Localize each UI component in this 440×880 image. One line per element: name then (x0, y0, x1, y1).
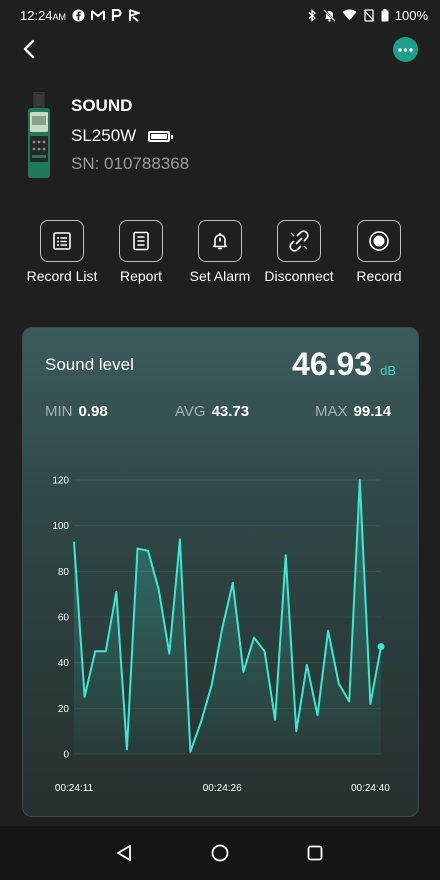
status-bar: 12:24AM 100% (0, 0, 440, 30)
list-icon (53, 232, 71, 250)
device-info: SOUND SL250W SN: 010788368 (22, 88, 422, 188)
action-icon-box (277, 220, 321, 262)
current-level-unit: dB (380, 363, 396, 378)
chart-x-tick-label: 00:24:11 (55, 783, 94, 794)
device-model: SL250W (71, 126, 137, 145)
stat-max-label: MAX (315, 403, 348, 420)
action-icon-box (198, 220, 242, 262)
record-button[interactable]: Record (339, 220, 419, 284)
nav-home-icon (211, 844, 229, 862)
chart-x-tick-label: 00:24:40 (351, 783, 390, 794)
device-battery-fill (151, 133, 168, 139)
device-name: SOUND (71, 96, 133, 115)
device-model-row: SL250W (71, 126, 174, 146)
chart-y-tick-label: 60 (58, 613, 70, 624)
action-icon-box (119, 220, 163, 262)
chart-y-tick-label: 0 (63, 750, 69, 761)
link-off-icon (289, 230, 309, 252)
stat-avg: AVG 43.73 (175, 403, 249, 420)
wifi-icon (342, 9, 357, 21)
chart-series-line (73, 479, 382, 753)
chart-y-tick-label: 20 (58, 704, 70, 715)
chart-y-tick-label: 80 (58, 567, 70, 578)
set-alarm-button[interactable]: Set Alarm (180, 220, 260, 284)
device-serial-number: SN: 010788368 (71, 154, 190, 173)
current-level: 46.93 dB (292, 346, 396, 383)
status-right: 100% (308, 7, 428, 23)
chart-y-tick-label: 40 (58, 658, 70, 669)
stat-avg-label: AVG (175, 403, 206, 420)
status-ampm: AM (52, 11, 67, 22)
record-list-button[interactable]: Record List (22, 220, 102, 284)
chart-points (377, 643, 385, 651)
action-bar: Record List Report Set Alarm Disconnect … (22, 220, 418, 286)
facebook-icon (72, 8, 85, 22)
device-battery-icon (148, 130, 174, 142)
current-level-value: 46.93 (292, 346, 373, 382)
record-icon (369, 231, 389, 251)
status-left: 12:24AM (20, 7, 141, 23)
sound-level-chart: 0 20 40 60 80 100 120 00:24:11 00:24:26 00:24:40 (52, 476, 390, 795)
nav-recents-button[interactable] (303, 841, 327, 865)
chart-last-point (377, 643, 385, 651)
sound-level-card: Sound level 46.93 dB MIN 0.98 AVG 43.73 MA… (22, 327, 419, 817)
gmail-icon (91, 9, 106, 20)
back-button[interactable] (14, 34, 44, 64)
chart-x-ticks: 00:24:11 00:24:26 00:24:40 (55, 783, 390, 794)
action-icon-box (357, 220, 401, 262)
stat-min: MIN 0.98 (45, 403, 108, 420)
device-image (28, 92, 50, 178)
nav-home-button[interactable] (208, 841, 232, 865)
p-icon (111, 8, 122, 21)
record-label: Record (356, 268, 402, 284)
set-alarm-label: Set Alarm (189, 268, 251, 284)
back-arrow-icon (23, 39, 35, 59)
battery-icon (381, 8, 389, 21)
chart-x-tick-label: 00:24:26 (203, 783, 242, 794)
report-label: Report (119, 268, 163, 284)
stats-row: MIN 0.98 AVG 43.73 MAX 99.14 (45, 403, 398, 425)
chart-y-tick-label: 120 (52, 476, 69, 487)
stat-min-label: MIN (45, 403, 73, 420)
more-options-button[interactable] (393, 37, 418, 62)
disconnect-label: Disconnect (264, 268, 334, 284)
more-dots-icon (398, 47, 413, 52)
top-bar (0, 32, 440, 68)
chart-y-ticks: 0 20 40 60 80 100 120 (52, 476, 69, 761)
bell-icon (212, 233, 228, 250)
flag-icon (129, 8, 141, 22)
nav-recents-icon (307, 845, 323, 861)
nav-back-icon (117, 845, 131, 861)
action-icon-box (40, 220, 84, 262)
system-nav-bar (0, 826, 440, 880)
stat-avg-value: 43.73 (211, 403, 250, 420)
mute-icon (322, 8, 336, 22)
status-time: 12:24AM (20, 7, 67, 23)
battery-percent: 100% (394, 7, 428, 23)
bluetooth-icon (308, 8, 316, 22)
report-icon (133, 231, 149, 251)
report-button[interactable]: Report (101, 220, 181, 284)
stat-min-value: 0.98 (78, 403, 108, 420)
no-sim-icon (363, 8, 375, 22)
nav-back-button[interactable] (112, 841, 136, 865)
stat-max-value: 99.14 (353, 403, 392, 420)
disconnect-button[interactable]: Disconnect (259, 220, 339, 284)
card-title: Sound level (45, 355, 134, 374)
record-list-label: Record List (26, 268, 98, 284)
stat-max: MAX 99.14 (315, 403, 391, 420)
chart-y-tick-label: 100 (52, 521, 69, 532)
